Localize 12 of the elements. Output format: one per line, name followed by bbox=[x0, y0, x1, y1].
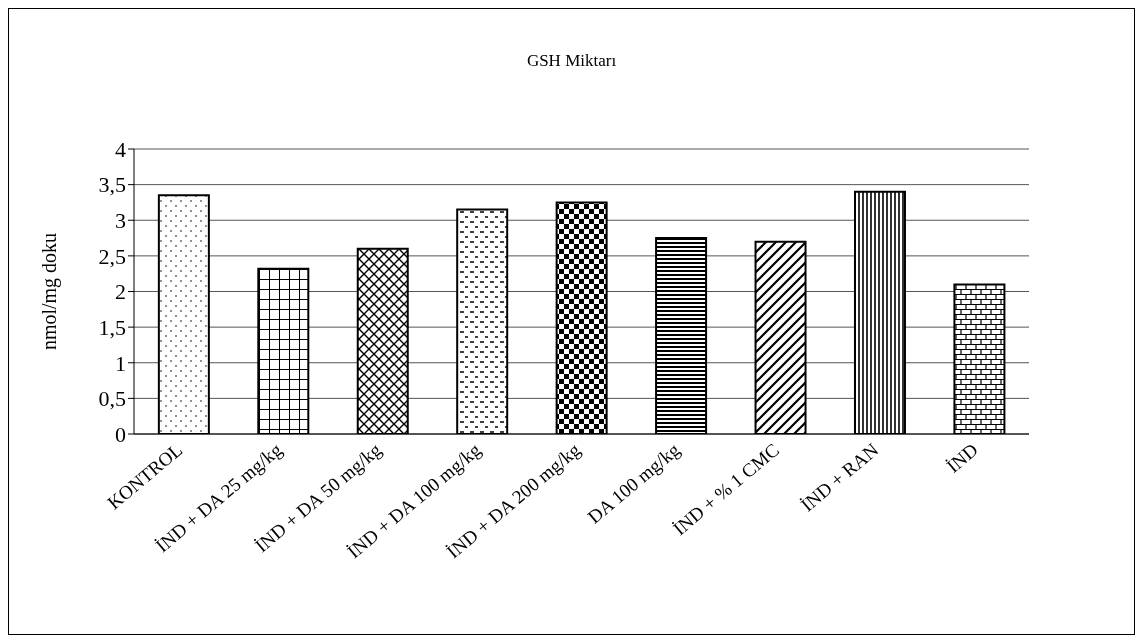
y-tick-label: 3 bbox=[115, 208, 126, 234]
chart-title: GSH Miktarı bbox=[525, 51, 618, 71]
y-tick-label: 2 bbox=[115, 279, 126, 305]
y-tick-label: 1,5 bbox=[98, 314, 126, 340]
y-tick-label: 0,5 bbox=[98, 386, 126, 412]
y-tick-label: 4 bbox=[115, 136, 126, 162]
y-tick-label: 0 bbox=[115, 421, 126, 447]
x-tick-label: İND bbox=[942, 438, 982, 477]
y-axis-title: nmol/mg doku bbox=[38, 232, 62, 351]
y-tick-label: 1 bbox=[115, 350, 126, 376]
y-tick-label: 3,5 bbox=[98, 172, 126, 198]
y-tick-label: 2,5 bbox=[98, 243, 126, 269]
